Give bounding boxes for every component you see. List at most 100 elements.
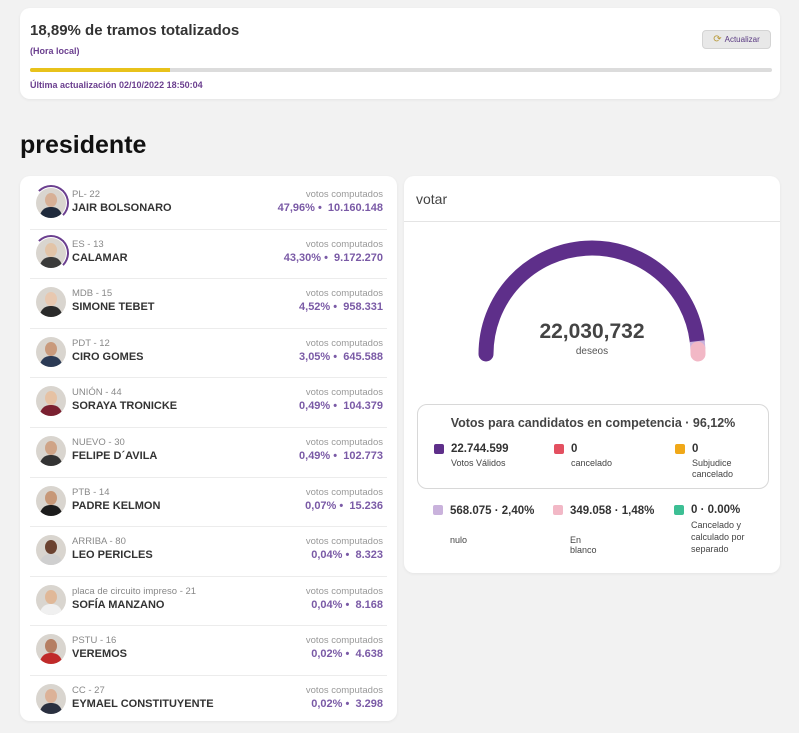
total-votes-label: deseos <box>575 346 609 357</box>
votes-gauge <box>478 240 706 362</box>
candidate-row[interactable]: PTB - 14 PADRE KELMON votos computados 0,07… <box>30 478 387 528</box>
stat-cancelled-value: 0 <box>571 443 578 455</box>
candidate-votes: 0,07% • 15.236 <box>305 499 383 512</box>
candidate-name: CALAMAR <box>72 251 128 264</box>
status-subtitle: (Hora local) <box>30 46 80 56</box>
candidate-party: PL- 22 <box>72 189 100 200</box>
candidate-row[interactable]: UNIÓN - 44 SORAYA TRONICKE votos computado… <box>30 378 387 428</box>
votes-label: votos computados <box>305 238 383 250</box>
candidate-party: MDB - 15 <box>72 288 113 300</box>
votes-label: votos computados <box>305 635 383 647</box>
avatar <box>36 584 66 615</box>
candidate-party: UNIÓN - 44 <box>72 387 122 399</box>
progress-fill <box>30 68 171 72</box>
stat-subjudice-label: Subjudice cancelado <box>692 458 734 479</box>
candidate-party: CC - 27 <box>72 685 105 696</box>
summary-header: votar <box>404 176 780 222</box>
avatar <box>36 237 66 268</box>
votes-label: votos computados <box>305 437 383 448</box>
candidate-name: LEO PERICLES <box>72 549 153 562</box>
candidate-name: FELIPE D´AVILA <box>72 450 158 462</box>
gauge-valid-arc <box>478 240 705 362</box>
summary-title: votar <box>416 191 448 207</box>
candidate-name: JAIR BOLSONARO <box>72 202 172 214</box>
avatar-ring <box>33 234 69 271</box>
votes-label: votos computados <box>305 486 383 498</box>
avatar <box>36 485 66 516</box>
stat-valid-value: 22.744.599 <box>451 443 509 455</box>
refresh-label: Actualizar <box>724 35 760 44</box>
candidate-row[interactable]: ES - 13 CALAMAR votos computados 43,30% • 9… <box>30 230 387 280</box>
stat-separate-value: 0 · 0.00% <box>691 504 741 516</box>
legend-cancelled-swatch <box>554 444 564 454</box>
candidate-row[interactable]: CC - 27 EYMAEL CONSTITUYENTE votos computa… <box>30 676 387 726</box>
legend-separate-swatch <box>674 505 684 515</box>
progress-bar <box>30 68 772 72</box>
candidate-votes: 0,02% • 4.638 <box>311 648 383 661</box>
avatar <box>36 386 66 417</box>
candidates-list: PL- 22 JAIR BOLSONARO votos computados 47,9… <box>20 176 397 721</box>
valid-votes-box: Votos para candidatos en competencia · 9… <box>417 404 769 489</box>
stat-subjudice-value: 0 <box>692 443 699 455</box>
legend-valid-swatch <box>434 444 444 454</box>
refresh-button[interactable]: ⟳ Actualizar <box>702 30 771 49</box>
legend-blank-swatch <box>553 505 563 515</box>
candidate-name: VEREMOS <box>72 648 128 661</box>
candidate-row[interactable]: PL- 22 JAIR BOLSONARO votos computados 47,9… <box>30 180 387 230</box>
stat-blank-label: En blanco <box>570 535 597 555</box>
status-title: 18,89% de tramos totalizados <box>30 22 240 39</box>
votes-label: votos computados <box>305 288 383 300</box>
candidate-name: CIRO GOMES <box>72 350 144 363</box>
candidate-votes: 0,04% • 8.168 <box>311 598 383 611</box>
votes-label: votos computados <box>305 585 383 597</box>
candidate-votes: 3,05% • 645.588 <box>299 350 383 363</box>
avatar <box>36 336 66 367</box>
votes-label: votos computados <box>305 536 383 548</box>
candidate-row[interactable]: PSTU - 16 VEREMOS votos computados 0,02% • … <box>30 626 387 676</box>
candidate-row[interactable]: ARRIBA - 80 LEO PERICLES votos computados 0… <box>30 527 387 577</box>
refresh-icon: ⟳ <box>713 34 722 45</box>
candidate-row[interactable]: NUEVO - 30 FELIPE D´AVILA votos computados… <box>30 428 387 478</box>
stat-cancelled-label: cancelado <box>571 458 613 468</box>
candidate-party: placa de circuito impreso - 21 <box>72 585 197 597</box>
stat-null-label: nulo <box>450 535 468 545</box>
candidate-party: PSTU - 16 <box>72 635 117 647</box>
last-updated: Última actualización 02/10/2022 18:50:04 <box>30 80 203 90</box>
total-votes: 22,030,732 <box>539 320 645 343</box>
avatar <box>36 188 66 218</box>
avatar-ring <box>33 185 69 221</box>
candidate-row[interactable]: placa de circuito impreso - 21 SOFÍA MANZ… <box>30 577 387 627</box>
candidate-row[interactable]: PDT - 12 CIRO GOMES votos computados 3,05% … <box>30 329 387 379</box>
stat-separate-label: Cancelado y calculado por separado <box>691 520 745 554</box>
candidate-party: NUEVO - 30 <box>72 437 125 448</box>
candidate-votes: 0,49% • 104.379 <box>299 400 383 413</box>
legend-subjudice-swatch <box>675 444 685 454</box>
candidate-name: EYMAEL CONSTITUYENTE <box>72 698 214 710</box>
candidate-name: SIMONE TEBET <box>72 301 155 314</box>
status-card: 18,89% de tramos totalizados (Hora local… <box>20 8 780 99</box>
votes-label: votos computados <box>305 387 383 399</box>
candidate-name: PADRE KELMON <box>72 499 161 512</box>
valid-votes-title: Votos para candidatos en competencia · 9… <box>450 416 736 430</box>
avatar <box>36 436 66 466</box>
candidate-party: ARRIBA - 80 <box>72 536 126 548</box>
candidate-votes: 47,96% • 10.160.148 <box>277 202 383 214</box>
avatar <box>36 287 66 318</box>
candidate-name: SOFÍA MANZANO <box>72 598 165 611</box>
stat-valid-label: Votos Válidos <box>451 458 506 468</box>
votes-label: votos computados <box>305 337 383 349</box>
avatar <box>36 634 66 665</box>
candidate-votes: 0,49% • 102.773 <box>299 450 383 462</box>
candidate-votes: 43,30% • 9.172.270 <box>283 251 383 264</box>
votes-label: votos computados <box>305 685 383 696</box>
candidate-party: ES - 13 <box>72 238 104 250</box>
votes-label: votos computados <box>305 189 383 200</box>
candidate-votes: 0,04% • 8.323 <box>311 549 383 562</box>
candidate-votes: 4,52% • 958.331 <box>299 301 383 314</box>
section-title: presidente <box>20 131 147 159</box>
candidate-row[interactable]: MDB - 15 SIMONE TEBET votos computados 4,52… <box>30 279 387 329</box>
stat-blank-value: 349.058 · 1,48% <box>570 505 655 517</box>
legend-null-swatch <box>433 505 443 515</box>
avatar <box>36 684 66 714</box>
candidate-party: PDT - 12 <box>72 337 110 349</box>
